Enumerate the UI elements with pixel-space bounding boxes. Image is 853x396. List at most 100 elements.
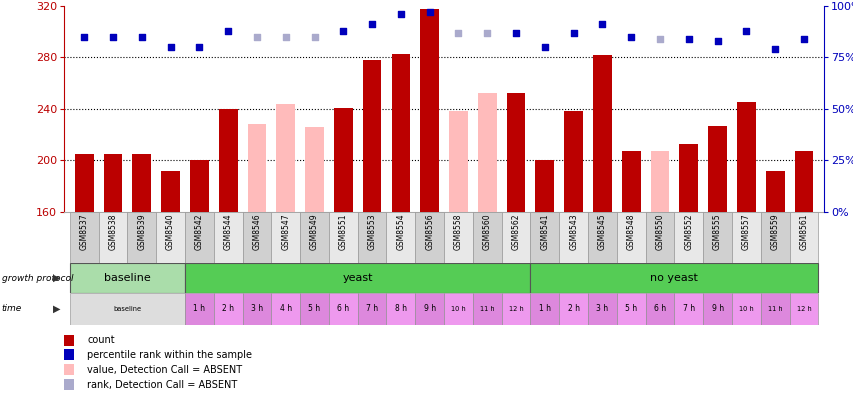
Point <box>135 34 148 40</box>
Bar <box>564 111 583 212</box>
Bar <box>674 293 702 325</box>
Text: 1 h: 1 h <box>538 305 550 313</box>
Bar <box>271 212 299 263</box>
Bar <box>506 93 525 212</box>
Text: GSM8544: GSM8544 <box>223 213 232 250</box>
Text: GSM8557: GSM8557 <box>741 213 750 250</box>
Bar <box>449 111 467 212</box>
Text: 2 h: 2 h <box>567 305 579 313</box>
Bar <box>588 293 616 325</box>
Bar <box>70 263 185 293</box>
Text: 1 h: 1 h <box>193 305 205 313</box>
Point <box>250 34 264 40</box>
Bar <box>530 293 559 325</box>
Bar <box>299 293 328 325</box>
Text: 6 h: 6 h <box>337 305 349 313</box>
Bar <box>386 293 415 325</box>
Text: GSM8550: GSM8550 <box>655 213 664 250</box>
Bar <box>444 212 473 263</box>
Text: percentile rank within the sample: percentile rank within the sample <box>87 350 252 360</box>
Text: GSM8543: GSM8543 <box>568 213 577 250</box>
Text: GSM8549: GSM8549 <box>310 213 319 250</box>
Bar <box>650 151 669 212</box>
Point <box>78 34 91 40</box>
Point <box>393 11 407 17</box>
Bar <box>473 293 501 325</box>
Text: 12 h: 12 h <box>796 306 810 312</box>
Bar <box>247 124 266 212</box>
Point <box>508 30 522 36</box>
Bar <box>357 293 386 325</box>
Bar <box>530 263 817 293</box>
Bar <box>588 212 616 263</box>
Bar <box>420 8 438 212</box>
Bar <box>679 144 698 212</box>
Text: GSM8559: GSM8559 <box>769 213 779 250</box>
Bar <box>70 293 185 325</box>
Bar <box>271 293 299 325</box>
Text: 5 h: 5 h <box>624 305 636 313</box>
Text: no yeast: no yeast <box>650 273 698 283</box>
Text: 10 h: 10 h <box>450 306 465 312</box>
Bar <box>707 126 726 212</box>
Text: yeast: yeast <box>342 273 373 283</box>
Text: 9 h: 9 h <box>423 305 435 313</box>
Text: GSM8562: GSM8562 <box>511 213 520 250</box>
Text: count: count <box>87 335 114 345</box>
Text: 11 h: 11 h <box>479 306 494 312</box>
Text: ▶: ▶ <box>53 273 61 283</box>
Bar <box>305 127 323 212</box>
Bar <box>156 212 185 263</box>
Point <box>106 34 119 40</box>
Text: GSM8540: GSM8540 <box>165 213 175 250</box>
Bar <box>276 104 295 212</box>
Bar <box>189 160 208 212</box>
Text: 3 h: 3 h <box>595 305 608 313</box>
Bar <box>185 293 213 325</box>
Text: GSM8546: GSM8546 <box>252 213 261 250</box>
Bar <box>645 293 674 325</box>
Text: baseline: baseline <box>113 306 142 312</box>
Text: GSM8554: GSM8554 <box>396 213 405 250</box>
Bar <box>478 93 496 212</box>
Point <box>164 44 177 50</box>
Bar <box>218 109 237 212</box>
Bar <box>213 212 242 263</box>
Bar <box>386 212 415 263</box>
Bar <box>415 293 444 325</box>
Bar <box>70 212 98 263</box>
Bar <box>161 171 180 212</box>
Bar <box>760 293 789 325</box>
Text: GSM8537: GSM8537 <box>79 213 89 250</box>
Text: GSM8548: GSM8548 <box>626 213 635 250</box>
Point <box>566 30 580 36</box>
Bar <box>391 53 409 212</box>
Bar <box>98 212 127 263</box>
Bar <box>621 151 640 212</box>
Point <box>336 27 350 34</box>
Bar <box>299 212 328 263</box>
Bar <box>731 293 760 325</box>
Bar <box>328 212 357 263</box>
Bar <box>415 212 444 263</box>
Bar <box>501 293 530 325</box>
Text: GSM8541: GSM8541 <box>540 213 548 250</box>
Text: GSM8545: GSM8545 <box>597 213 606 250</box>
Bar <box>473 212 501 263</box>
Point <box>422 9 436 15</box>
Point <box>307 34 321 40</box>
Text: GSM8561: GSM8561 <box>798 213 808 250</box>
Bar <box>444 293 473 325</box>
Bar <box>592 55 611 212</box>
Text: GSM8538: GSM8538 <box>108 213 118 250</box>
Bar <box>530 212 559 263</box>
Bar <box>559 212 588 263</box>
Text: GSM8556: GSM8556 <box>425 213 433 250</box>
Point <box>682 36 695 42</box>
Bar <box>328 293 357 325</box>
Bar <box>242 212 271 263</box>
Bar <box>789 212 817 263</box>
Point <box>192 44 206 50</box>
Bar <box>242 293 271 325</box>
Text: 8 h: 8 h <box>394 305 406 313</box>
